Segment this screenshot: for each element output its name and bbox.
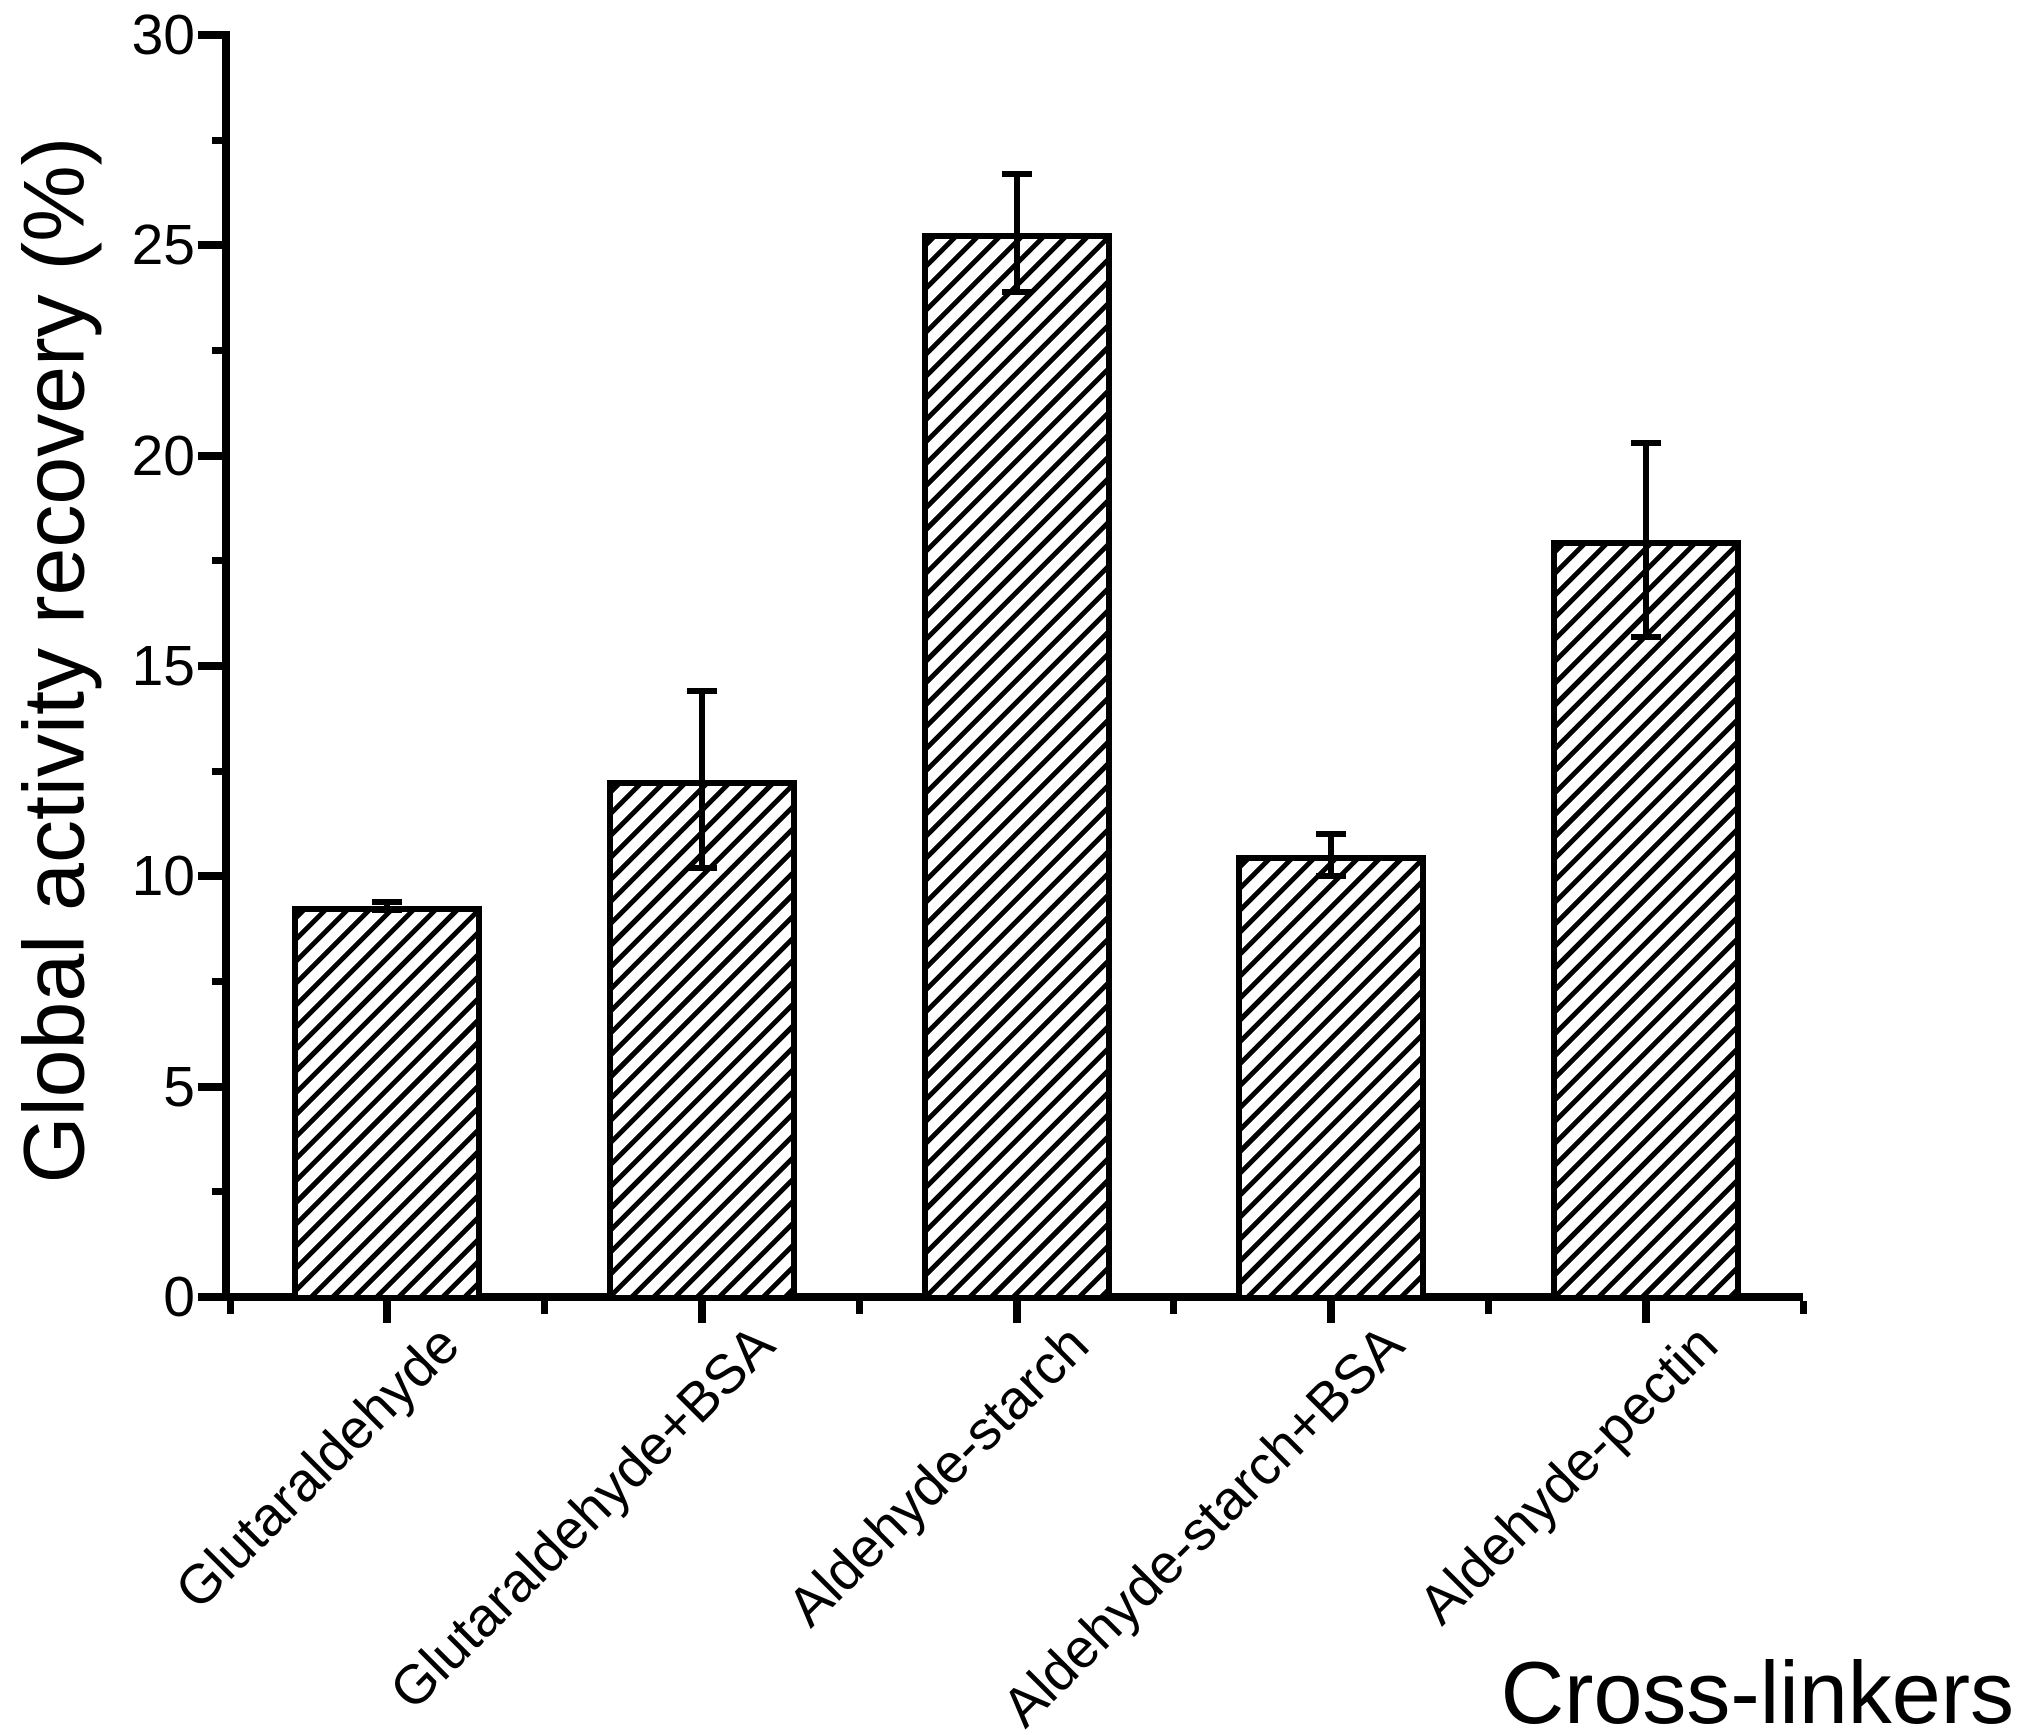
- y-tick-label: 0: [163, 1265, 195, 1329]
- x-tick-minor: [226, 1301, 234, 1314]
- error-bar: [1630, 440, 1661, 640]
- x-tick-minor: [1484, 1301, 1492, 1314]
- x-tick-minor: [541, 1301, 549, 1314]
- bar: [1236, 855, 1427, 1301]
- y-tick-major: [198, 241, 230, 250]
- y-tick-minor: [212, 978, 230, 985]
- x-category-label: Aldehyde-starch: [775, 1312, 1101, 1638]
- y-tick-major: [198, 662, 230, 670]
- y-tick-label: 25: [131, 213, 195, 278]
- y-tick-major: [198, 1293, 230, 1301]
- x-tick-major: [1641, 1301, 1650, 1323]
- error-bar-line: [698, 688, 705, 871]
- x-tick-major: [383, 1301, 392, 1323]
- x-axis-title: Cross-linkers: [1500, 1643, 2014, 1735]
- x-tick-major: [1012, 1301, 1021, 1323]
- x-tick-minor: [855, 1301, 863, 1314]
- y-tick-label: 10: [131, 844, 195, 909]
- y-tick-major: [198, 872, 230, 881]
- y-tick-major: [198, 31, 230, 39]
- x-category-label: Aldehyde-pectin: [1406, 1312, 1730, 1636]
- error-bar-cap: [1630, 633, 1661, 640]
- error-bar-cap: [1001, 288, 1032, 295]
- bar: [921, 232, 1112, 1301]
- y-tick-minor: [212, 347, 230, 354]
- y-tick-label: 5: [163, 1054, 195, 1119]
- y-tick-minor: [212, 136, 230, 144]
- error-bar-line: [1642, 440, 1649, 640]
- y-tick-label: 20: [131, 423, 195, 488]
- x-tick-minor: [1170, 1301, 1178, 1314]
- error-bar: [686, 688, 717, 871]
- y-tick-label: 15: [131, 634, 195, 698]
- y-tick-label: 30: [131, 3, 195, 67]
- error-bar-cap: [686, 864, 717, 871]
- x-tick-major: [697, 1301, 706, 1323]
- error-bar-cap: [372, 898, 403, 905]
- error-bar-cap: [1630, 440, 1661, 447]
- y-tick-minor: [212, 1188, 230, 1196]
- bar: [1550, 539, 1741, 1301]
- error-bar: [372, 898, 403, 913]
- x-tick-minor: [1799, 1301, 1807, 1314]
- error-bar-line: [384, 898, 391, 913]
- x-category-label: Glutaraldehyde: [163, 1312, 472, 1621]
- bar: [292, 905, 483, 1301]
- y-tick-minor: [212, 557, 230, 565]
- error-bar-cap: [686, 688, 717, 695]
- y-tick-major: [198, 451, 230, 460]
- error-bar-cap: [1316, 831, 1347, 838]
- error-bar-line: [1013, 170, 1020, 295]
- error-bar-cap: [1001, 170, 1032, 177]
- error-bar-line: [1328, 831, 1335, 880]
- error-bar-cap: [372, 906, 403, 913]
- y-tick-major: [198, 1082, 230, 1091]
- x-tick-major: [1327, 1301, 1336, 1323]
- error-bar: [1001, 170, 1032, 295]
- y-tick-minor: [212, 767, 230, 775]
- error-bar-cap: [1316, 873, 1347, 880]
- error-bar: [1316, 831, 1347, 880]
